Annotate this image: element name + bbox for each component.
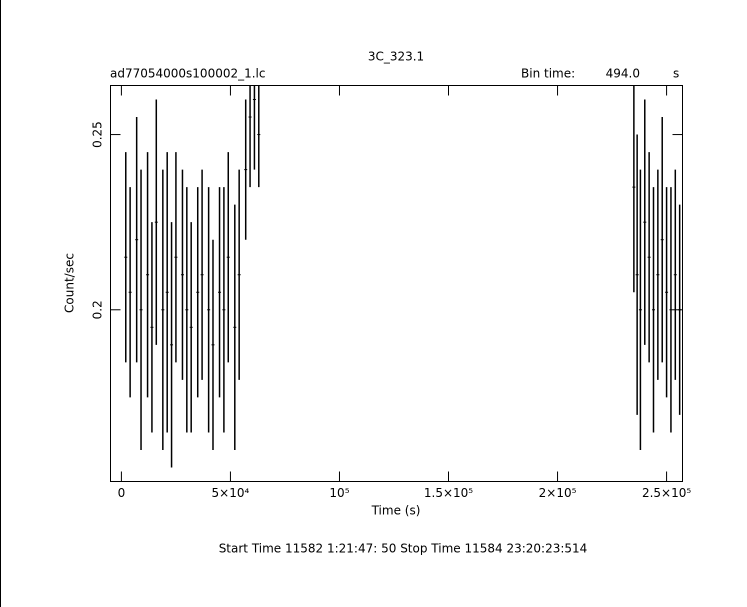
- x-tick-label: 1.5×10⁵: [424, 486, 473, 500]
- y-tick-label: 0.25: [91, 121, 105, 148]
- x-tick-label: 0: [118, 486, 126, 500]
- y-tick-label: 0.2: [91, 300, 105, 319]
- bin-unit: s: [673, 67, 679, 81]
- bin-label: Bin time:: [521, 67, 575, 81]
- plot-area: [124, 85, 682, 468]
- y-axis-label: Count/sec: [63, 253, 77, 313]
- x-tick-label: 2.5×10⁵: [642, 486, 691, 500]
- footer: Start Time 11582 1:21:47: 50 Stop Time 1…: [219, 542, 588, 556]
- x-axis-label: Time (s): [371, 504, 421, 518]
- x-tick-label: 5×10⁴: [212, 486, 250, 500]
- x-tick-label: 2×10⁵: [539, 486, 577, 500]
- bin-value: 494.0: [606, 67, 640, 81]
- chart-title: 3C_323.1: [368, 50, 424, 64]
- plot-frame: [110, 85, 683, 482]
- x-tick-label: 10⁵: [329, 486, 349, 500]
- file-name: ad77054000s100002_1.lc: [110, 67, 266, 81]
